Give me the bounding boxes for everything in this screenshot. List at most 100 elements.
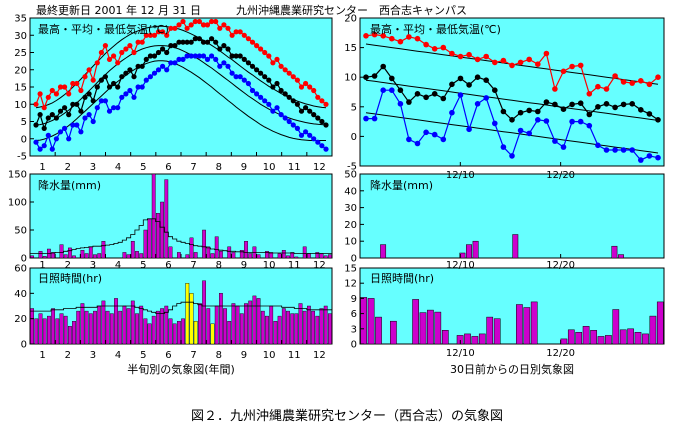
- right-sunshine-chart: 0 3 6 9 12 15 12/10 12/20: [344, 264, 664, 359]
- left-precip-bar: [93, 254, 97, 259]
- station-name-text: 九州沖縄農業研究センター 西合志キャンパス: [236, 3, 467, 17]
- right-temp-mean-point: [638, 107, 644, 113]
- right-temp-max-point: [440, 44, 447, 51]
- right-temp-max-point: [389, 35, 395, 42]
- left-precip-bar: [176, 252, 181, 259]
- left-precip-title: 降水量(mm): [38, 178, 101, 192]
- right-temp-min-point: [363, 115, 369, 122]
- left-temp-mean-point: [74, 101, 80, 107]
- right-temp-max-point: [560, 68, 567, 75]
- right-sun-ytick-label-4: 12: [344, 279, 357, 290]
- left-precip-bar: [189, 237, 194, 259]
- left-temp-max-point: [90, 77, 96, 83]
- right-precip-ytick-label-4: 40: [344, 186, 357, 197]
- left-sun-bar: [189, 293, 194, 345]
- left-temp-max-point: [303, 80, 309, 87]
- left-sun-bar: [109, 313, 114, 345]
- right-sun-bar: [434, 311, 442, 345]
- left-precip-xtick-label-3: 4: [115, 260, 121, 271]
- left-temp-mean-point: [237, 53, 243, 59]
- left-temp-xtick-label-4: 5: [140, 162, 146, 173]
- left-temp-mean-point: [307, 108, 313, 114]
- left-temp-mean-point: [139, 63, 145, 69]
- right-sun-bar: [649, 315, 657, 345]
- right-temp-min-point: [612, 147, 618, 153]
- left-temp-max-point: [115, 60, 121, 66]
- left-temp-max-point: [86, 67, 92, 73]
- right-precip-title: 降水量(mm): [370, 178, 433, 192]
- left-precip-bar: [302, 246, 307, 259]
- right-sun-bar: [390, 320, 397, 345]
- left-sun-xtick-label-6: 7: [190, 350, 196, 361]
- left-temp-min-point: [286, 118, 292, 125]
- right-precip-bar: [380, 244, 387, 259]
- last-updated-text: 最終更新日 2001 年 12 月 31 日: [36, 3, 201, 17]
- left-precip-bar: [160, 201, 164, 259]
- left-temp-mean-point: [147, 53, 153, 59]
- left-temp-max-point: [127, 43, 133, 49]
- left-sun-bar: [311, 310, 315, 345]
- left-precip-bar: [202, 229, 206, 259]
- left-temp-mean-point: [94, 84, 100, 90]
- left-temp-mean-point: [123, 70, 129, 76]
- left-temp-mean-point: [70, 101, 76, 107]
- left-precip-xtick-label-4: 5: [140, 260, 146, 271]
- left-temp-ytick-label-5: 20: [14, 65, 27, 76]
- right-sun-xtick-label-0: 12/10: [446, 348, 475, 359]
- left-sun-bar: [88, 313, 93, 345]
- left-temp-mean-point: [53, 115, 60, 121]
- right-temp-max-point: [492, 59, 498, 66]
- left-temp-ytick-label-8: 35: [14, 14, 27, 25]
- left-sun-bar: [139, 305, 144, 345]
- left-sun-bar: [114, 298, 118, 345]
- right-temp-ytick-label-4: 15: [344, 43, 357, 54]
- right-sun-bar: [567, 329, 575, 345]
- right-temp-min-point: [620, 147, 627, 153]
- left-temp-min-point: [62, 125, 68, 131]
- right-sun-bar: [427, 309, 434, 345]
- left-precip-bar: [193, 252, 198, 259]
- left-sun-bar: [185, 283, 190, 345]
- right-temp-max-point: [577, 62, 584, 69]
- left-sun-bar: [84, 310, 89, 345]
- left-precip-bar: [214, 236, 219, 259]
- left-precip-bar: [269, 252, 274, 259]
- left-sun-bar: [302, 310, 307, 345]
- right-temp-max-point: [397, 38, 404, 45]
- left-temp-min-point: [294, 125, 300, 131]
- right-temp-max-point: [457, 53, 464, 60]
- left-sun-bar: [290, 313, 295, 345]
- left-temp-min-point: [131, 94, 137, 100]
- right-temp-mean-point: [526, 107, 532, 114]
- left-temp-mean-point: [266, 77, 272, 83]
- left-temp-xtick-label-7: 8: [216, 162, 222, 173]
- left-precip-bar: [135, 251, 139, 259]
- left-temp-max-point: [241, 32, 247, 38]
- left-temp-mean-point: [57, 108, 64, 114]
- right-precip-bar: [611, 245, 618, 259]
- right-temp-mean-point: [629, 101, 635, 107]
- left-temp-min-point: [221, 60, 227, 66]
- left-temp-mean-point: [241, 56, 247, 63]
- left-temp-max-point: [245, 36, 251, 42]
- left-precip-bar: [168, 246, 173, 259]
- left-precip-xtick-label-9: 10: [263, 260, 276, 271]
- right-temp-mean-point: [569, 101, 575, 108]
- left-temp-max-point: [119, 49, 125, 56]
- left-temp-min-point: [237, 74, 243, 80]
- left-temp-mean-point: [168, 43, 174, 49]
- right-temp-min-point: [646, 153, 653, 159]
- left-temp-min-point: [274, 105, 280, 111]
- left-sun-bar: [218, 293, 223, 345]
- left-sun-bar: [286, 310, 290, 345]
- left-temp-max-point: [225, 25, 231, 31]
- right-temp-min-point: [440, 136, 447, 143]
- left-temp-mean-point: [37, 112, 43, 118]
- left-sun-xtick-label-7: 8: [216, 350, 222, 361]
- left-precip-bar: [122, 252, 127, 259]
- left-temp-min-point: [298, 132, 305, 138]
- left-temp-max-point: [188, 22, 194, 28]
- left-temp-min-point: [249, 87, 256, 94]
- left-temp-max-point: [98, 49, 104, 56]
